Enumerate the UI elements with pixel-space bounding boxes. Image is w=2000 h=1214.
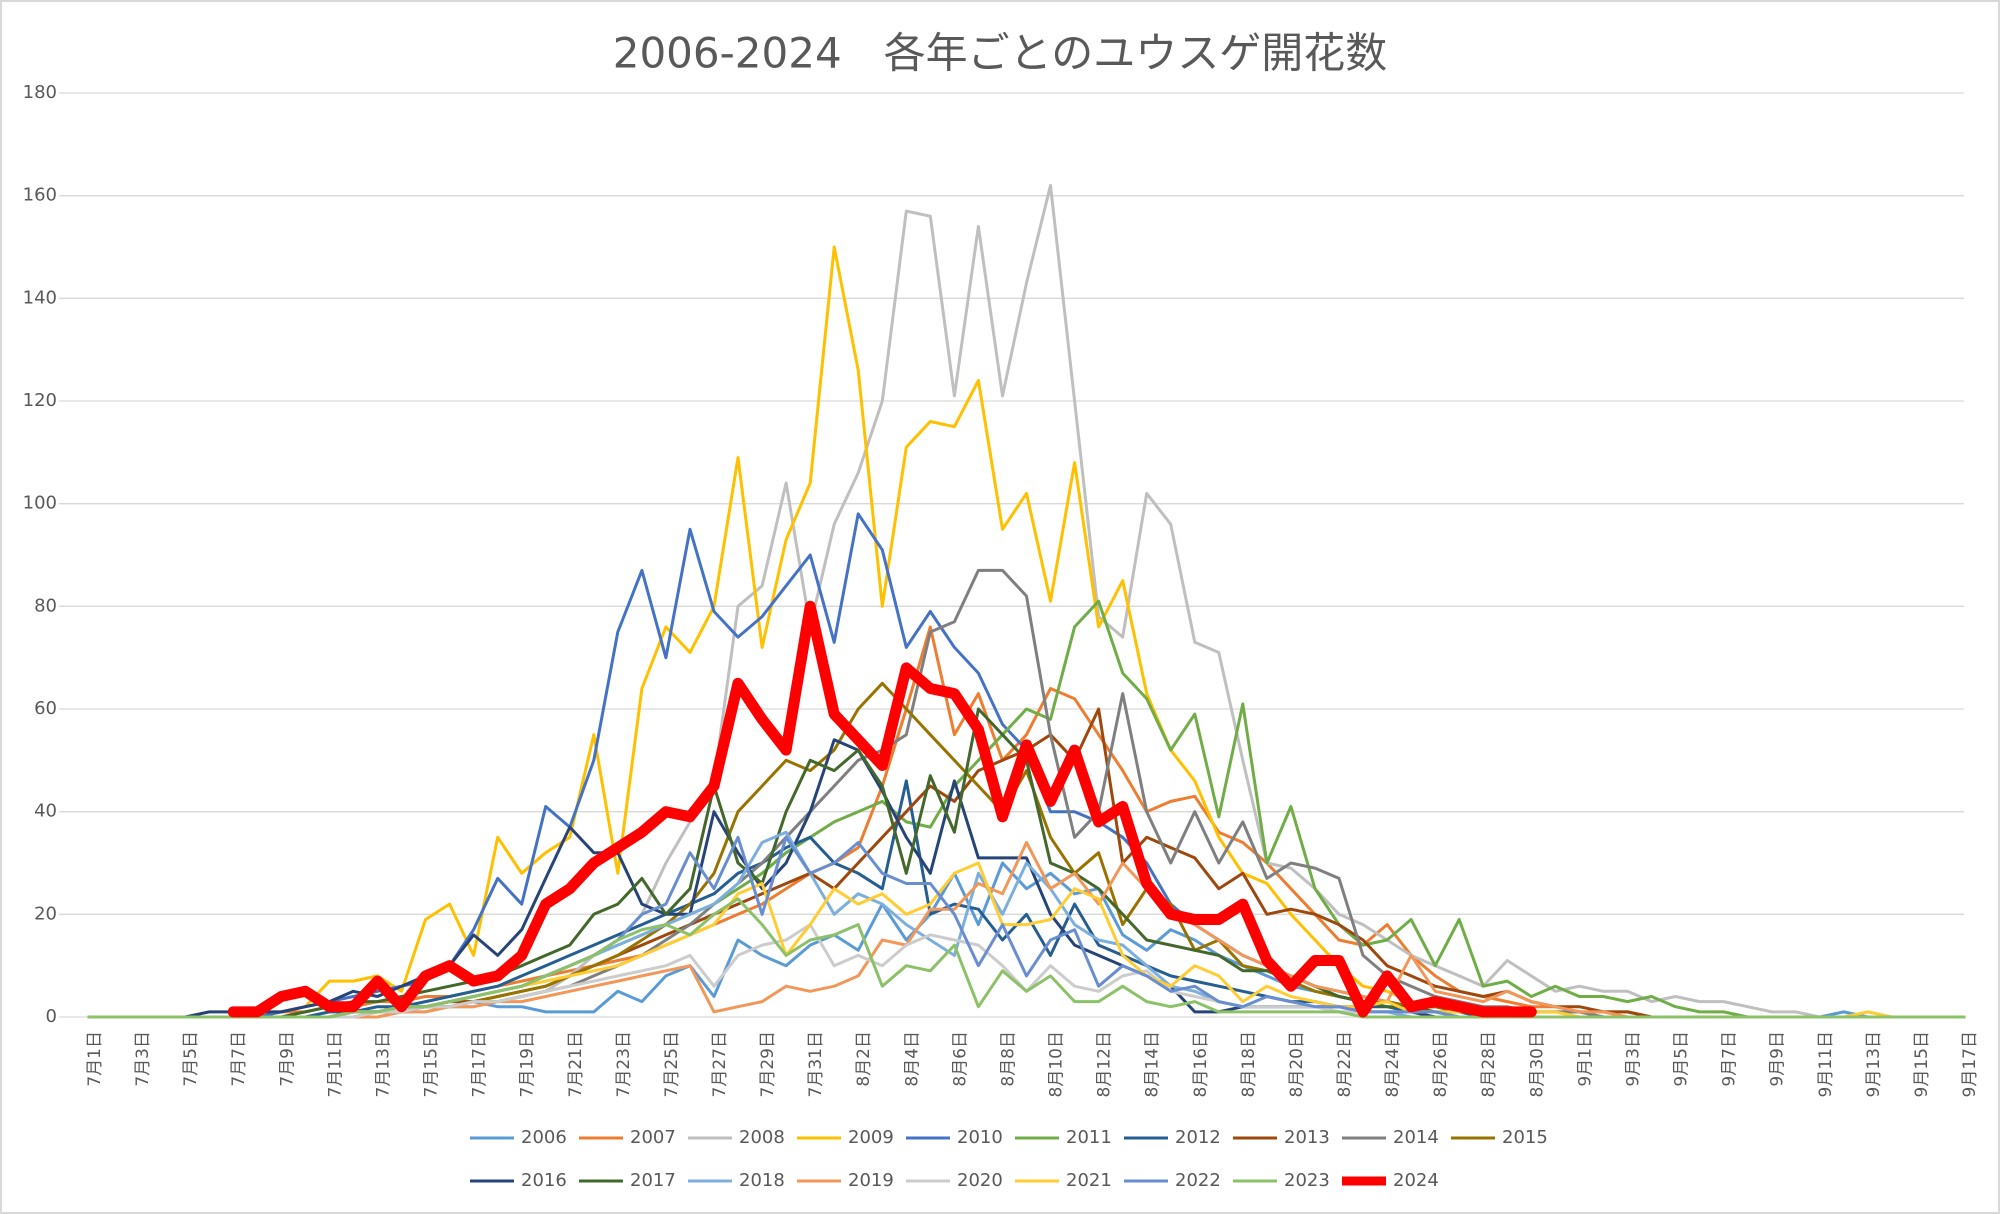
x-tick-label: 7月15日 xyxy=(422,1031,442,1097)
legend-label: 2024 xyxy=(1393,1170,1439,1191)
legend-label: 2022 xyxy=(1175,1170,1221,1191)
x-tick-label: 9月17日 xyxy=(1960,1031,1980,1097)
legend-label: 2008 xyxy=(739,1127,785,1148)
y-tick-label: 20 xyxy=(34,903,57,924)
x-tick-label: 9月9日 xyxy=(1768,1031,1788,1087)
x-tick-label: 8月22日 xyxy=(1335,1031,1355,1097)
y-tick-label: 80 xyxy=(34,595,57,616)
legend-label: 2018 xyxy=(739,1170,785,1191)
x-tick-label: 7月29日 xyxy=(758,1031,778,1097)
y-tick-label: 100 xyxy=(23,493,57,514)
x-tick-label: 7月5日 xyxy=(181,1031,201,1087)
legend-label: 2010 xyxy=(957,1127,1003,1148)
x-tick-label: 9月15日 xyxy=(1912,1031,1932,1097)
x-tick-label: 9月13日 xyxy=(1864,1031,1884,1097)
x-tick-label: 8月4日 xyxy=(902,1031,922,1087)
x-tick-label: 8月16日 xyxy=(1191,1031,1211,1097)
x-tick-label: 7月17日 xyxy=(470,1031,490,1097)
legend-label: 2016 xyxy=(521,1170,567,1191)
y-tick-label: 160 xyxy=(23,185,57,206)
y-tick-label: 140 xyxy=(23,287,57,308)
series-line xyxy=(227,600,1537,1018)
legend-label: 2006 xyxy=(521,1127,567,1148)
x-tick-label: 8月24日 xyxy=(1383,1031,1403,1097)
x-tick-label: 9月5日 xyxy=(1672,1031,1692,1087)
legend-label: 2017 xyxy=(630,1170,676,1191)
y-tick-label: 120 xyxy=(23,390,57,411)
y-tick-label: 60 xyxy=(34,698,57,719)
y-tick-label: 0 xyxy=(46,1006,57,1027)
x-tick-label: 7月25日 xyxy=(662,1031,682,1097)
x-tick-label: 8月20日 xyxy=(1287,1031,1307,1097)
x-tick-label: 9月7日 xyxy=(1720,1031,1740,1087)
x-tick-label: 8月18日 xyxy=(1239,1031,1259,1097)
x-tick-label: 8月28日 xyxy=(1479,1031,1499,1097)
legend-label: 2011 xyxy=(1066,1127,1112,1148)
x-tick-label: 7月21日 xyxy=(566,1031,586,1097)
x-tick-label: 9月1日 xyxy=(1575,1031,1595,1087)
x-tick-label: 8月8日 xyxy=(998,1031,1018,1087)
legend-label: 2015 xyxy=(1502,1127,1548,1148)
x-tick-label: 7月27日 xyxy=(710,1031,730,1097)
legend-label: 2013 xyxy=(1284,1127,1330,1148)
x-tick-label: 7月3日 xyxy=(133,1031,153,1087)
chart-title: 2006-2024 各年ごとのユウスゲ開花数 xyxy=(613,29,1388,78)
x-tick-label: 7月1日 xyxy=(85,1031,105,1087)
legend-label: 2007 xyxy=(630,1127,676,1148)
x-tick-label: 8月30日 xyxy=(1527,1031,1547,1097)
legend-label: 2021 xyxy=(1066,1170,1112,1191)
x-tick-label: 7月9日 xyxy=(277,1031,297,1087)
x-tick-label: 9月3日 xyxy=(1623,1031,1643,1087)
x-tick-label: 8月6日 xyxy=(950,1031,970,1087)
x-tick-label: 8月12日 xyxy=(1095,1031,1115,1097)
x-tick-label: 9月11日 xyxy=(1816,1031,1836,1097)
x-tick-label: 7月11日 xyxy=(325,1031,345,1097)
x-tick-label: 8月26日 xyxy=(1431,1031,1451,1097)
x-tick-label: 7月19日 xyxy=(518,1031,538,1097)
y-tick-label: 180 xyxy=(23,82,57,103)
x-tick-label: 8月14日 xyxy=(1143,1031,1163,1097)
x-tick-label: 7月31日 xyxy=(806,1031,826,1097)
x-tick-label: 8月10日 xyxy=(1047,1031,1067,1097)
legend-label: 2012 xyxy=(1175,1127,1221,1148)
legend-label: 2023 xyxy=(1284,1170,1330,1191)
legend-label: 2019 xyxy=(848,1170,894,1191)
legend-label: 2009 xyxy=(848,1127,894,1148)
x-tick-label: 7月23日 xyxy=(614,1031,634,1097)
x-tick-label: 7月13日 xyxy=(373,1031,393,1097)
x-tick-label: 8月2日 xyxy=(854,1031,874,1087)
y-tick-label: 40 xyxy=(34,801,57,822)
legend-label: 2014 xyxy=(1393,1127,1439,1148)
legend-label: 2020 xyxy=(957,1170,1003,1191)
x-tick-label: 7月7日 xyxy=(229,1031,249,1087)
